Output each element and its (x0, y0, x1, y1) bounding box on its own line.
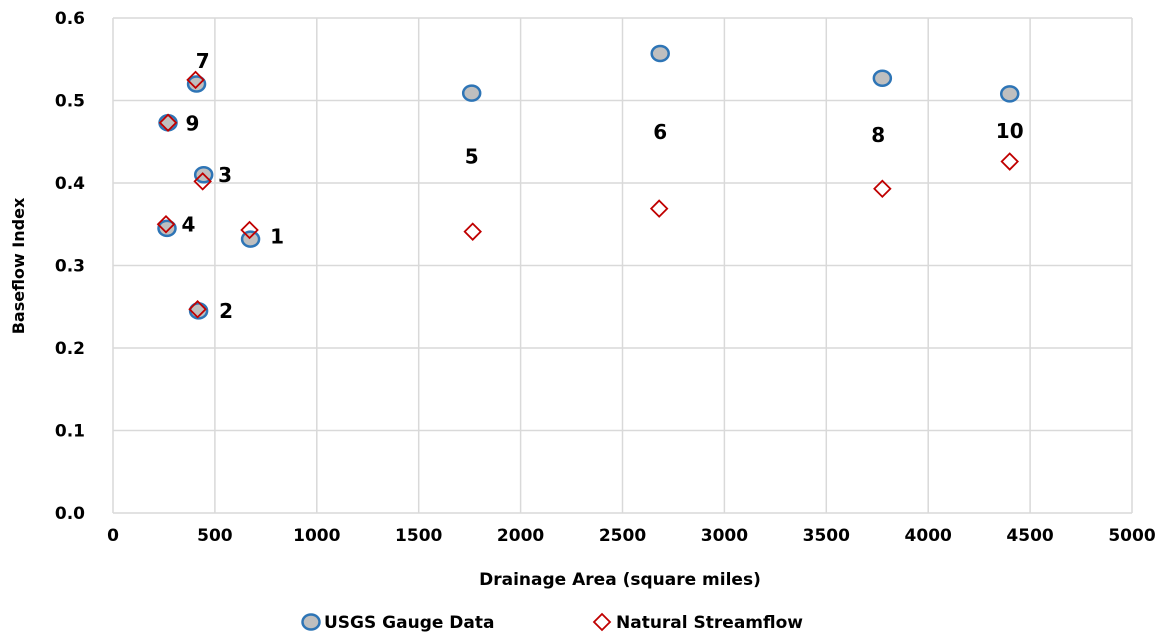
legend-marker-diamond (594, 614, 610, 630)
legend-label-natural: Natural Streamflow (616, 613, 803, 633)
x-tick-label: 1000 (293, 526, 340, 546)
point-label: 7 (196, 49, 210, 73)
point-label: 9 (186, 112, 200, 136)
x-tick-label: 2500 (599, 526, 646, 546)
x-tick-label: 5000 (1108, 526, 1155, 546)
legend-item-natural: Natural Streamflow (594, 613, 803, 633)
point-label: 4 (181, 212, 195, 236)
y-tick-label: 0.0 (55, 504, 85, 524)
data-point-circle (1001, 86, 1018, 101)
y-tick-label: 0.6 (55, 9, 85, 29)
y-tick-label: 0.3 (55, 257, 85, 277)
x-tick-label: 1500 (395, 526, 442, 546)
point-label: 2 (219, 299, 233, 323)
x-tick-labels: 0 500 1000 1500 2000 2500 3000 3500 4000 4500 5000 (107, 526, 1156, 546)
data-point-diamond (465, 224, 481, 240)
legend: USGS Gauge Data Natural Streamflow (303, 613, 804, 633)
series-usgs-gauge-data (159, 46, 1019, 318)
y-tick-label: 0.2 (55, 339, 85, 359)
x-tick-label: 3500 (803, 526, 850, 546)
x-tick-label: 3000 (701, 526, 748, 546)
y-tick-label: 0.4 (55, 174, 85, 194)
y-tick-label: 0.1 (55, 422, 85, 442)
gridlines (113, 18, 1132, 513)
data-point-diamond (651, 201, 667, 217)
data-point-circle (463, 86, 480, 101)
point-label: 6 (653, 120, 667, 144)
y-axis-title: Baseflow Index (9, 197, 28, 334)
y-tick-labels: 0.0 0.1 0.2 0.3 0.4 0.5 0.6 (55, 9, 85, 524)
data-point-circle (160, 115, 177, 130)
x-axis-title: Drainage Area (square miles) (479, 570, 761, 590)
point-label: 3 (218, 163, 232, 187)
data-point-diamond (1002, 154, 1018, 170)
data-series (158, 46, 1018, 318)
legend-label-usgs: USGS Gauge Data (324, 613, 495, 633)
x-tick-label: 500 (197, 526, 233, 546)
x-tick-label: 2000 (497, 526, 544, 546)
point-annotations: 7 9 3 4 1 2 5 6 8 10 (181, 49, 1023, 323)
series-natural-streamflow (158, 72, 1018, 317)
point-label: 1 (270, 225, 284, 249)
data-point-circle (652, 46, 669, 61)
point-label: 10 (996, 119, 1024, 143)
x-tick-label: 4500 (1006, 526, 1053, 546)
y-tick-label: 0.5 (55, 92, 85, 112)
point-label: 8 (871, 123, 885, 147)
legend-marker-circle (303, 615, 320, 630)
data-point-circle (874, 71, 891, 86)
point-label: 5 (465, 145, 479, 169)
legend-item-usgs: USGS Gauge Data (303, 613, 495, 633)
x-tick-label: 0 (107, 526, 119, 546)
x-tick-label: 4000 (905, 526, 952, 546)
